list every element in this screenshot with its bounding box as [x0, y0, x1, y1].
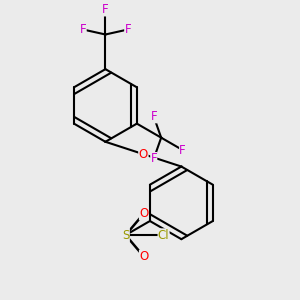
Text: Cl: Cl [158, 229, 170, 242]
Text: S: S [122, 229, 129, 242]
Text: F: F [124, 23, 131, 36]
Text: O: O [139, 207, 148, 220]
Text: F: F [80, 23, 86, 36]
Text: F: F [150, 110, 157, 123]
Text: F: F [150, 152, 157, 165]
Text: O: O [139, 250, 148, 263]
Text: F: F [102, 3, 109, 16]
Text: O: O [139, 148, 148, 161]
Text: F: F [179, 143, 186, 157]
